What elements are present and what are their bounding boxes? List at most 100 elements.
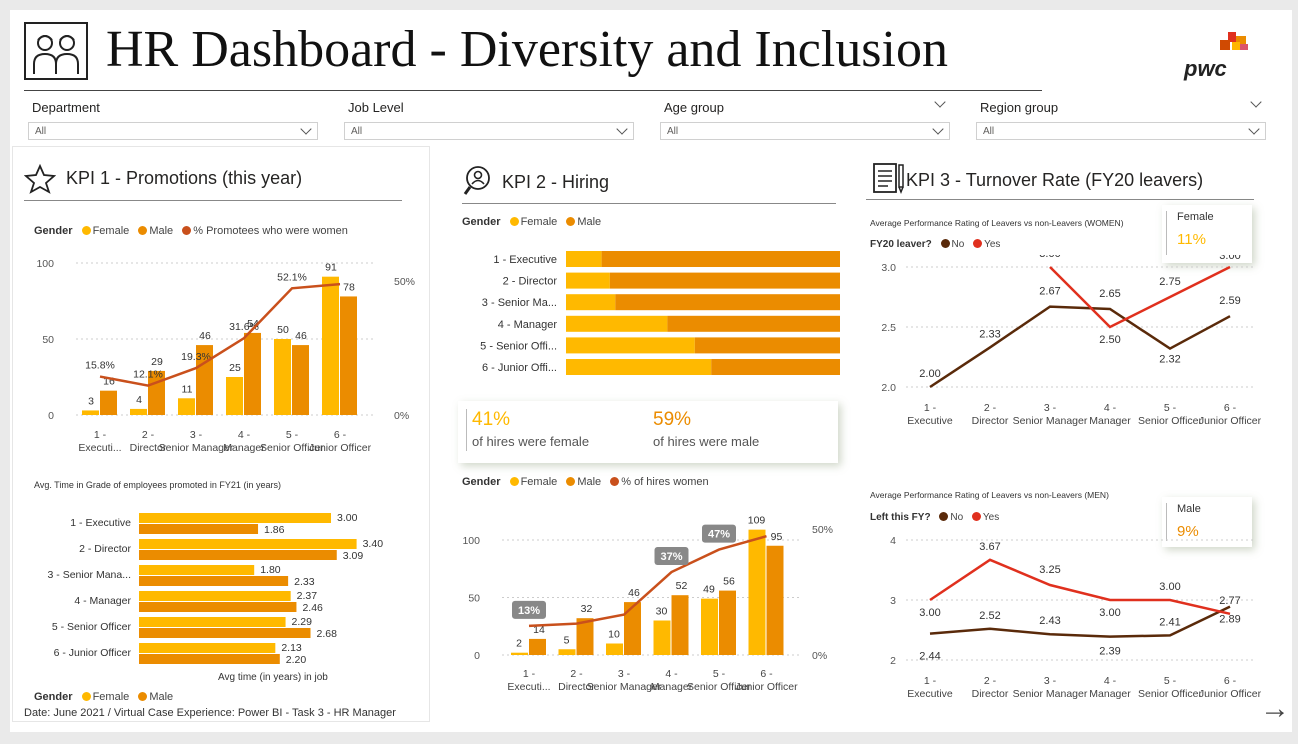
legend-yes-swatch xyxy=(971,512,981,521)
hiring-chart[interactable]: 0 50 100 50% 0% 2 14 1 -Executi... 5 32 2 -Directo… xyxy=(462,500,847,715)
legend-female[interactable]: Female xyxy=(92,225,130,237)
slicer-collapse-icon[interactable] xyxy=(934,96,946,108)
age-group-slicer[interactable]: Age group All xyxy=(656,96,956,142)
female-bar xyxy=(139,539,357,549)
female-bar xyxy=(566,315,668,332)
slicer-collapse-icon[interactable] xyxy=(1250,96,1262,108)
category-label: 5 - xyxy=(1164,675,1177,687)
point-data-label: 3.00 xyxy=(919,607,940,619)
male-bar xyxy=(667,315,840,332)
category-label: 2 - xyxy=(142,429,155,441)
female-data-label: 11 xyxy=(182,383,193,395)
category-label: 4 - Manager xyxy=(498,319,558,331)
series-line-no xyxy=(929,305,1231,389)
category-label: 2 - xyxy=(984,675,997,687)
category-label: Manager xyxy=(1089,415,1131,427)
next-page-arrow-icon[interactable]: → xyxy=(1260,692,1290,725)
kpi2-legend2[interactable]: Gender Female Male % of hires women xyxy=(462,476,709,488)
category-label: Director xyxy=(130,442,167,454)
pwc-logo: pwc xyxy=(1180,30,1260,82)
kpi1-legend[interactable]: Gender Female Male % Promotees who were … xyxy=(34,225,348,237)
region-group-dropdown[interactable]: All xyxy=(976,122,1266,140)
female-data-label: 3.40 xyxy=(363,538,384,550)
female-bar xyxy=(178,398,195,415)
legend-male[interactable]: Male xyxy=(577,476,602,488)
legend-male-swatch xyxy=(138,226,148,235)
legend-yes[interactable]: Yes xyxy=(984,239,1001,250)
male-bar xyxy=(139,602,297,612)
diversity-logo-icon xyxy=(24,22,88,80)
female-turnover-card: Female 11% xyxy=(1162,205,1252,263)
legend-male[interactable]: Male xyxy=(149,691,174,703)
department-dropdown[interactable]: All xyxy=(28,122,318,140)
category-label: Senior Officer xyxy=(1138,415,1203,427)
time-in-grade-subtitle: Avg. Time in Grade of employees promoted… xyxy=(34,480,281,490)
legend-female[interactable]: Female xyxy=(520,216,558,228)
point-data-label: 2.44 xyxy=(919,651,940,663)
men-legend[interactable]: Left this FY? No Yes xyxy=(870,512,999,523)
pct-data-label: 15.8% xyxy=(85,360,115,372)
pct-callout-box xyxy=(702,524,736,543)
age-group-dropdown[interactable]: All xyxy=(660,122,950,140)
women-rating-chart[interactable]: 3.0 2.5 2.0 2.00 2.33 2.67 2.65 2.32 2.59 3.00 2.5… xyxy=(866,255,1266,435)
region-group-slicer[interactable]: Region group All xyxy=(972,96,1272,142)
female-bar xyxy=(558,649,576,655)
legend-male[interactable]: Male xyxy=(149,225,174,237)
male-bar xyxy=(576,618,594,655)
pct-women-line xyxy=(528,534,767,628)
kpi2-legend[interactable]: Gender Female Male xyxy=(462,216,601,228)
card-accent xyxy=(466,409,467,451)
kpi1-legend2[interactable]: Gender Female Male xyxy=(34,691,173,703)
legend-pct[interactable]: % Promotees who were women xyxy=(193,225,348,237)
category-label: 5 - xyxy=(1164,402,1177,414)
female-bar xyxy=(139,513,331,523)
point-data-label: 3.00 xyxy=(1159,581,1180,593)
male-hire-label: of hires were male xyxy=(653,434,760,449)
point-data-label: 2.00 xyxy=(919,368,940,380)
legend-male-swatch xyxy=(566,477,576,486)
legend-female[interactable]: Female xyxy=(92,691,130,703)
legend-female-swatch xyxy=(509,477,519,486)
legend-male[interactable]: Male xyxy=(577,216,602,228)
category-label: 1 - Executive xyxy=(493,254,557,266)
job-level-dropdown[interactable]: All xyxy=(344,122,634,140)
women-legend[interactable]: FY20 leaver? No Yes xyxy=(870,239,1000,250)
category-label: 3 - xyxy=(1044,402,1057,414)
male-bar xyxy=(244,332,261,415)
category-label: 3 - Senior Mana... xyxy=(48,569,131,581)
legend-no[interactable]: No xyxy=(951,239,965,250)
document-pen-icon xyxy=(872,162,906,201)
promotions-chart[interactable]: 0 50 100 50% 0% 3 16 1 -Executi... 15.8% 4 29 2 -Di… xyxy=(24,250,424,475)
legend-title: FY20 leaver? xyxy=(870,239,932,250)
category-label: Executi... xyxy=(507,681,550,693)
female-data-label: 10 xyxy=(608,629,620,641)
category-label: 3 - Senior Ma... xyxy=(482,297,557,309)
y-tick-label: 0 xyxy=(474,650,480,662)
category-label: 5 - Senior Officer xyxy=(52,621,132,633)
pct-callout-box xyxy=(512,600,546,619)
y-tick-label: 2.0 xyxy=(881,382,896,394)
legend-pct[interactable]: % of hires women xyxy=(621,476,709,488)
category-label: 2 - xyxy=(984,402,997,414)
category-label: Director xyxy=(972,415,1009,427)
pct-callout-label: 13% xyxy=(518,605,540,617)
category-label: 4 - xyxy=(665,668,678,680)
men-rating-chart[interactable]: 4 3 2 2.44 2.52 2.43 2.39 2.41 2.89 3.00 3.67 3.25 3… xyxy=(866,528,1266,708)
female-bar xyxy=(130,408,147,415)
hiring-kpi-card: 41% of hires were female 59% of hires we… xyxy=(458,401,838,463)
legend-yes[interactable]: Yes xyxy=(982,512,1000,523)
kpi3-divider xyxy=(866,199,1254,200)
kpi1-divider xyxy=(24,200,402,201)
legend-no[interactable]: No xyxy=(950,512,964,523)
y-tick-label: 0 xyxy=(48,410,54,422)
male-bar xyxy=(766,545,784,655)
department-slicer[interactable]: Department All xyxy=(24,96,324,142)
time-in-grade-chart[interactable]: 1 - Executive 3.00 1.86 2 - Director 3.403.0… xyxy=(24,505,424,685)
legend-female[interactable]: Female xyxy=(520,476,558,488)
legend-no-swatch xyxy=(939,512,949,521)
y2-tick-label: 0% xyxy=(394,410,409,422)
job-level-slicer[interactable]: Job Level All xyxy=(340,96,640,142)
hiring-share-chart[interactable]: 1 - Executive 2 - Director 3 - Senior Ma..… xyxy=(462,246,847,386)
point-data-label: 2.52 xyxy=(979,610,1000,622)
female-data-label: 49 xyxy=(703,584,715,596)
